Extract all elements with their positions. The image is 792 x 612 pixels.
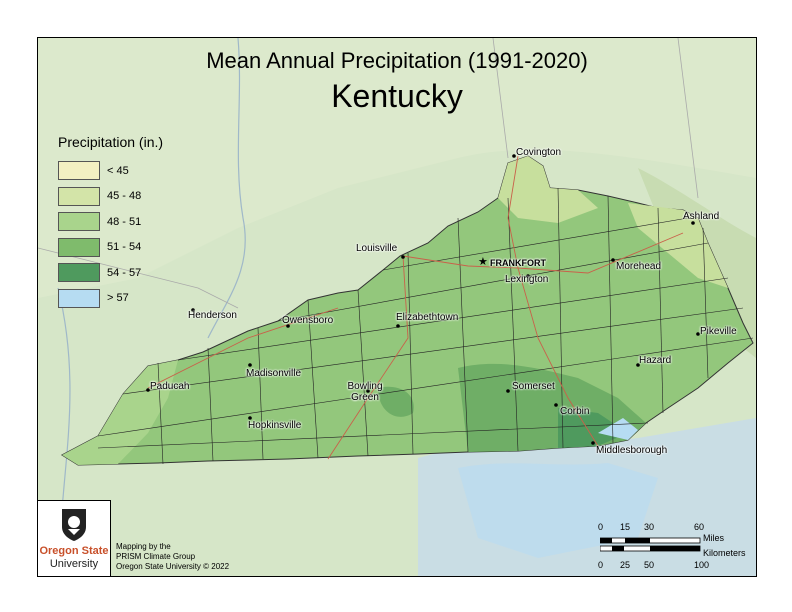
scale-km-tick: 50: [644, 560, 655, 570]
city-label-henderson: Henderson: [188, 310, 237, 321]
legend-swatch: [58, 288, 100, 308]
city-label-ashland: Ashland: [683, 211, 720, 222]
osu-logo-box: Oregon State University: [38, 500, 111, 576]
precipitation-map: ★: [38, 38, 756, 576]
svg-text:★: ★: [478, 256, 488, 268]
scale-mile-tick: 60: [694, 522, 705, 532]
city-label-paducah: Paducah: [150, 381, 190, 392]
legend-swatch: [58, 212, 100, 232]
legend-label: 48 - 51: [107, 215, 142, 228]
legend-label: 45 - 48: [107, 190, 142, 203]
legend-item: < 45: [58, 158, 163, 184]
legend-item: 51 - 54: [58, 235, 163, 261]
legend-swatch: [58, 237, 100, 257]
map-subtitle: Kentucky: [331, 78, 463, 114]
city-label-pikeville: Pikeville: [700, 326, 737, 337]
credit-line: PRISM Climate Group: [116, 552, 196, 561]
city-label-frankfort: FRANKFORT: [490, 258, 546, 268]
scale-bar: 0 15 30 60 Miles Kilometers 0 25 50 100: [598, 522, 756, 576]
city-label-louisville: Louisville: [356, 243, 398, 254]
scale-km-tick: 0: [598, 560, 604, 570]
legend-label: < 45: [107, 164, 129, 177]
legend-item: 48 - 51: [58, 209, 163, 235]
city-label-hazard: Hazard: [639, 355, 672, 366]
scale-mile-tick: 15: [620, 522, 631, 532]
city-label-covington: Covington: [516, 147, 562, 158]
legend-title: Precipitation (in.): [58, 134, 164, 150]
city-label-morehead: Morehead: [616, 261, 662, 272]
city-label-elizabethtown: Elizabethtown: [396, 312, 459, 323]
city-label-madisonville: Madisonville: [246, 368, 302, 379]
osu-seal-icon: [62, 509, 86, 541]
city-label-owensboro: Owensboro: [282, 315, 334, 326]
credits: Mapping by the PRISM Climate Group Orego…: [116, 542, 229, 572]
legend-swatch: [58, 161, 100, 181]
city-label-bowling-green: Bowling Green: [347, 381, 383, 403]
map-frame: ★ Mean Annual Precipitation (1991-2020) …: [37, 37, 757, 577]
osu-name: Oregon State: [39, 545, 109, 557]
scale-km-tick: 25: [620, 560, 631, 570]
map-title: Mean Annual Precipitation (1991-2020): [206, 48, 588, 73]
credit-line: Mapping by the: [116, 542, 171, 551]
legend-item: 45 - 48: [58, 184, 163, 210]
scale-mile-tick: 0: [598, 522, 604, 532]
scale-miles-label: Miles: [703, 533, 725, 543]
legend-label: > 57: [107, 292, 129, 305]
legend: Precipitation (in.) < 45 45 - 48 48 - 51…: [58, 134, 163, 311]
scale-km-tick: 100: [694, 560, 710, 570]
scale-km-label: Kilometers: [703, 548, 746, 558]
scale-bar-graphic: [600, 537, 701, 552]
legend-item: > 57: [58, 286, 163, 312]
scale-mile-tick: 30: [644, 522, 655, 532]
city-label-lexington: Lexington: [505, 274, 549, 285]
city-label-hopkinsville: Hopkinsville: [248, 420, 302, 431]
legend-item: 54 - 57: [58, 260, 163, 286]
legend-label: 51 - 54: [107, 241, 142, 254]
city-label-corbin: Corbin: [560, 406, 590, 417]
credit-line: Oregon State University © 2022: [116, 562, 230, 571]
legend-swatch: [58, 186, 100, 206]
osu-name-university: University: [49, 558, 99, 570]
city-label-middlesborough: Middlesborough: [596, 445, 668, 456]
legend-label: 54 - 57: [107, 266, 142, 279]
legend-swatch: [58, 263, 100, 283]
city-label-somerset: Somerset: [512, 381, 555, 392]
